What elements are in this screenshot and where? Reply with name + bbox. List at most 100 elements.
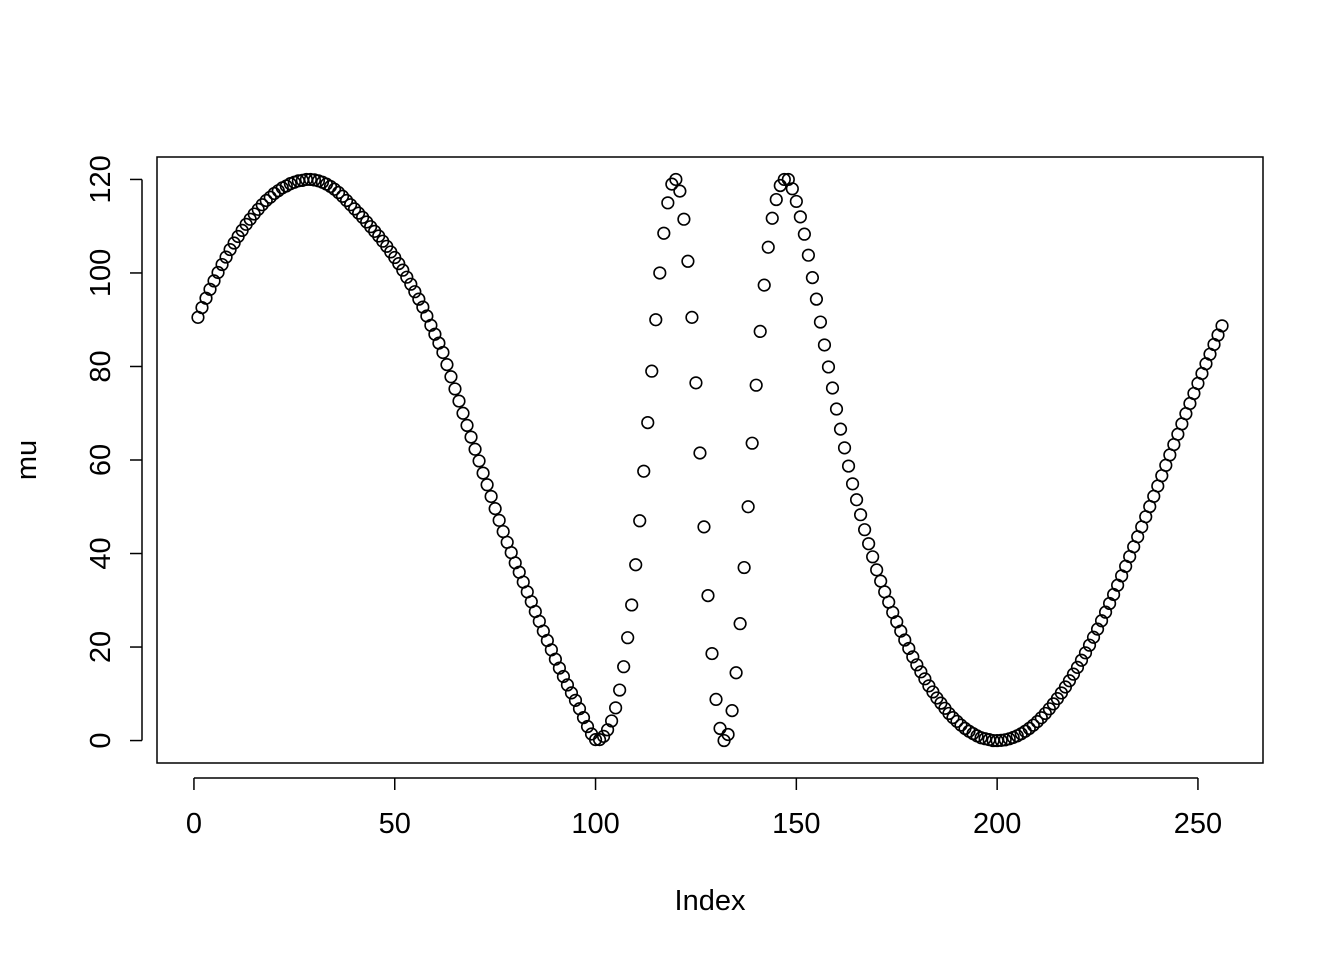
point bbox=[468, 442, 482, 456]
point bbox=[906, 650, 920, 664]
point bbox=[331, 185, 346, 200]
point bbox=[223, 242, 237, 257]
point bbox=[862, 537, 876, 551]
point bbox=[789, 194, 803, 209]
point bbox=[564, 686, 579, 700]
point bbox=[805, 271, 820, 285]
point bbox=[821, 360, 836, 374]
point bbox=[1215, 319, 1229, 333]
point bbox=[637, 464, 651, 478]
point bbox=[725, 704, 739, 718]
y-axis-title: mu bbox=[11, 440, 43, 480]
point bbox=[866, 550, 880, 564]
point bbox=[1090, 622, 1105, 636]
point bbox=[950, 714, 964, 728]
point bbox=[456, 406, 470, 420]
point bbox=[681, 254, 695, 268]
point bbox=[817, 338, 832, 352]
point bbox=[874, 574, 888, 588]
point bbox=[263, 190, 277, 204]
y-tick-label: 80 bbox=[85, 350, 117, 382]
point bbox=[1062, 674, 1077, 688]
y-tick-label: 120 bbox=[85, 155, 117, 203]
point bbox=[713, 721, 727, 735]
point bbox=[1094, 614, 1109, 628]
point bbox=[476, 466, 490, 480]
point bbox=[613, 683, 627, 697]
point bbox=[580, 719, 595, 734]
point bbox=[902, 641, 916, 656]
y-tick-label: 60 bbox=[85, 444, 117, 476]
point bbox=[649, 313, 663, 327]
point bbox=[327, 182, 342, 196]
point bbox=[813, 315, 828, 329]
point bbox=[227, 236, 241, 250]
x-tick-label: 200 bbox=[973, 808, 1021, 840]
point bbox=[633, 514, 647, 528]
point bbox=[560, 678, 575, 692]
point bbox=[1030, 715, 1044, 729]
plot-frame bbox=[156, 156, 1264, 764]
point bbox=[484, 489, 498, 504]
point bbox=[942, 706, 956, 721]
point bbox=[757, 278, 771, 292]
point bbox=[801, 248, 815, 262]
point bbox=[641, 415, 655, 430]
point bbox=[645, 364, 659, 378]
point bbox=[1026, 718, 1040, 732]
point bbox=[914, 665, 928, 679]
point bbox=[617, 660, 631, 674]
point bbox=[259, 193, 273, 208]
point bbox=[833, 422, 848, 436]
point bbox=[721, 727, 735, 742]
point bbox=[396, 263, 410, 277]
point bbox=[400, 270, 414, 284]
point bbox=[352, 206, 366, 220]
point bbox=[673, 184, 687, 198]
point bbox=[625, 598, 639, 612]
point bbox=[460, 418, 474, 432]
point bbox=[661, 196, 675, 210]
point bbox=[472, 454, 486, 468]
point bbox=[207, 274, 221, 288]
point bbox=[339, 193, 354, 208]
point bbox=[841, 459, 856, 473]
point bbox=[1066, 667, 1081, 681]
point bbox=[849, 493, 864, 507]
point bbox=[761, 240, 775, 254]
point bbox=[898, 633, 912, 647]
point bbox=[452, 394, 466, 408]
point bbox=[436, 345, 450, 360]
point bbox=[777, 172, 791, 187]
point bbox=[404, 277, 418, 291]
point bbox=[853, 508, 868, 522]
point bbox=[797, 227, 811, 241]
point bbox=[335, 189, 350, 203]
point bbox=[946, 711, 960, 725]
point bbox=[870, 563, 884, 577]
point bbox=[215, 257, 229, 272]
point bbox=[488, 502, 502, 516]
point bbox=[693, 446, 707, 460]
point bbox=[629, 558, 643, 572]
point bbox=[492, 513, 506, 527]
point bbox=[247, 207, 261, 221]
point bbox=[360, 215, 374, 229]
point bbox=[765, 211, 779, 225]
point bbox=[609, 701, 623, 715]
point bbox=[689, 376, 703, 390]
point bbox=[845, 477, 860, 491]
x-tick-label: 0 bbox=[186, 808, 202, 840]
point bbox=[464, 430, 478, 444]
point bbox=[480, 478, 494, 492]
point bbox=[729, 666, 743, 680]
point bbox=[829, 402, 844, 416]
point bbox=[994, 733, 1008, 747]
point bbox=[918, 672, 932, 686]
y-tick-label: 20 bbox=[85, 631, 117, 663]
point bbox=[1086, 630, 1101, 644]
point bbox=[552, 661, 567, 675]
point bbox=[412, 292, 426, 306]
y-tick-label: 0 bbox=[85, 732, 117, 748]
